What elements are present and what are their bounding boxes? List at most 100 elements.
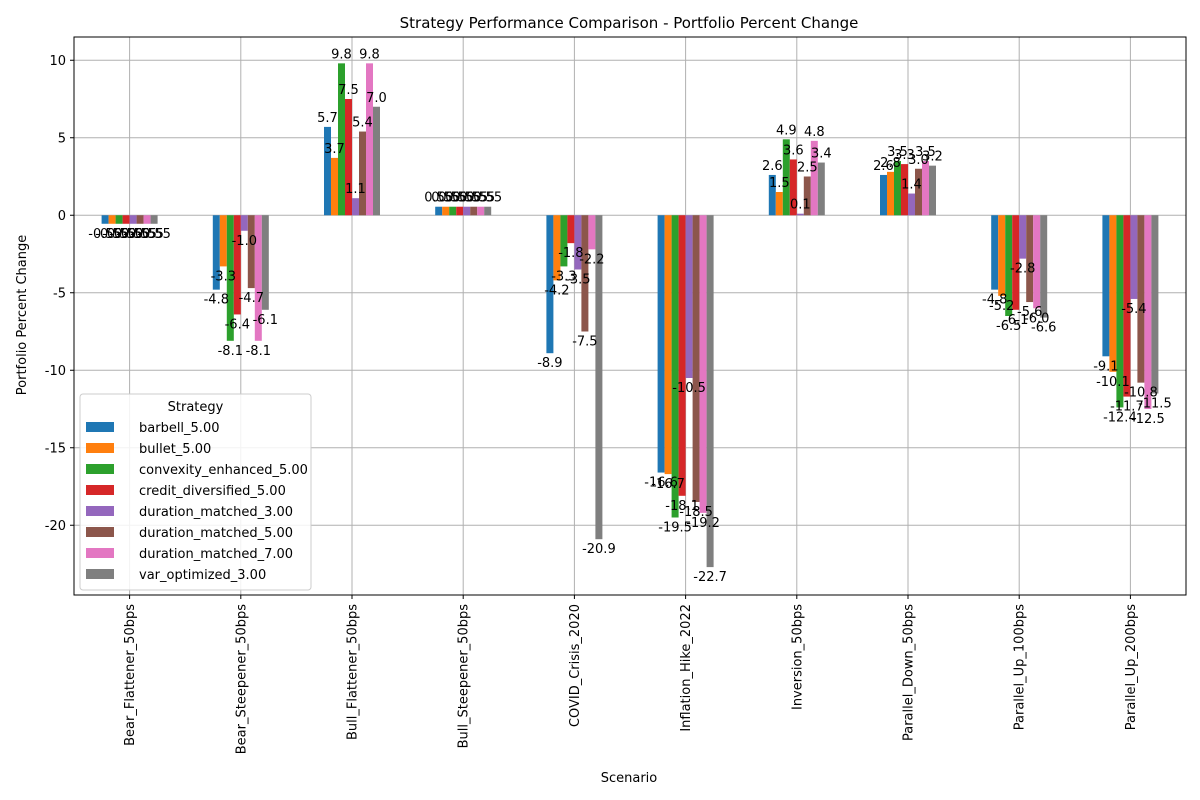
data-label: -11.7 [1110,400,1144,415]
bar-bullet_5.00-Bear_Steepener_50bps [219,215,227,267]
data-label: -10.8 [1124,386,1158,401]
bar-var_optimized_3.00-Bear_Steepener_50bps [261,215,269,310]
bar-convexity_enhanced_5.00-Parallel_Up_200bps [1116,215,1124,408]
bar-duration_matched_7.00-Bear_Flattener_50bps [143,215,151,224]
bar-bullet_5.00-Bear_Flattener_50bps [108,215,116,224]
data-label: 3.4 [811,147,832,162]
data-label: 3.5 [887,145,908,160]
bar-bullet_5.00-Inflation_Hike_2022 [664,215,672,475]
data-label: 1.4 [901,178,922,193]
bar-convexity_enhanced_5.00-Bear_Flattener_50bps [115,215,123,224]
legend-entry-credit_diversified_5.00: credit_diversified_5.00 [139,484,286,499]
bar-convexity_enhanced_5.00-Parallel_Down_50bps [894,161,901,216]
x-tick-label: Inversion_50bps [790,604,805,710]
data-label: -4.8 [204,293,229,308]
data-label: 3.6 [783,143,804,158]
bar-barbell_5.00-Inversion_50bps [768,174,776,216]
bar-var_optimized_3.00-Parallel_Up_100bps [1040,215,1048,318]
bar-barbell_5.00-Bear_Flattener_50bps [101,215,109,224]
bar-convexity_enhanced_5.00-Bear_Steepener_50bps [226,215,234,341]
data-label: 7.5 [338,83,359,98]
data-label: -5.2 [989,299,1014,314]
data-label: -2.8 [1010,262,1035,277]
bar-duration_matched_3.00-Parallel_Down_50bps [908,193,915,216]
data-label: 9.8 [359,47,380,62]
data-label: -4.2 [544,283,569,298]
legend-swatch-bullet_5.00 [86,443,114,453]
y-tick-label: 10 [49,54,66,69]
data-label: -6.4 [225,317,250,332]
bar-barbell_5.00-Parallel_Down_50bps [880,174,887,216]
data-label: -20.9 [582,542,616,557]
legend-swatch-var_optimized_3.00 [86,569,114,579]
x-tick-label: Parallel_Up_100bps [1013,604,1028,730]
bar-duration_matched_5.00-Inversion_50bps [803,176,811,216]
data-label: -19.5 [658,521,692,536]
data-label: -0.55 [95,227,129,242]
bar-bullet_5.00-COVID_Crisis_2020 [553,215,561,281]
legend-entry-bullet_5.00: bullet_5.00 [139,442,211,457]
data-label: -16.7 [651,477,685,492]
data-label: -4.8 [982,293,1007,308]
data-label: -3.3 [551,269,576,284]
data-label: -18.1 [665,499,699,514]
legend-entry-barbell_5.00: barbell_5.00 [139,421,219,436]
bar-bullet_5.00-Bull_Flattener_50bps [331,157,338,216]
bar-var_optimized_3.00-Inversion_50bps [817,162,825,216]
legend: Strategy barbell_5.00 bullet_5.00 convexity… [79,393,312,591]
legend-box [79,393,312,591]
data-label: -11.5 [1138,397,1172,412]
bar-duration_matched_5.00-Bull_Steepener_50bps [470,206,478,216]
bar-barbell_5.00-Bull_Steepener_50bps [435,206,443,216]
y-tick-label: -15 [45,441,66,456]
bar-duration_matched_3.00-Bull_Steepener_50bps [463,206,471,216]
bar-duration_matched_7.00-Bull_Flattener_50bps [366,63,373,216]
bar-bullet_5.00-Parallel_Up_200bps [1109,215,1117,372]
bar-bullet_5.00-Bull_Steepener_50bps [442,206,450,216]
legend-entry-duration_matched_5.00: duration_matched_5.00 [139,526,293,541]
y-tick-label: -20 [45,519,66,534]
legend-swatch-duration_matched_7.00 [86,548,114,558]
data-label: 3.7 [324,142,345,157]
bar-var_optimized_3.00-Bull_Steepener_50bps [484,206,492,216]
bar-credit_diversified_5.00-Inversion_50bps [789,159,797,216]
data-label: 0.55 [473,191,502,206]
data-label: -10.1 [1096,375,1130,390]
data-label: 1.5 [769,176,790,191]
data-label: -18.5 [679,505,713,520]
bar-convexity_enhanced_5.00-COVID_Crisis_2020 [560,215,568,267]
legend-swatch-duration_matched_5.00 [86,527,114,537]
bar-var_optimized_3.00-Inflation_Hike_2022 [706,215,714,568]
bar-barbell_5.00-Parallel_Up_100bps [991,215,999,290]
data-label: -0.55 [137,227,171,242]
bar-credit_diversified_5.00-COVID_Crisis_2020 [567,215,575,244]
x-tick-label: Bear_Flattener_50bps [123,604,138,746]
data-label: 2.6 [762,159,783,174]
bar-duration_matched_7.00-Bear_Steepener_50bps [254,215,262,341]
legend-entry-convexity_enhanced_5.00: convexity_enhanced_5.00 [139,463,308,478]
data-label: 4.8 [804,125,825,140]
bar-credit_diversified_5.00-Parallel_Down_50bps [901,164,908,216]
bar-barbell_5.00-Inflation_Hike_2022 [657,215,665,473]
bar-var_optimized_3.00-Parallel_Up_200bps [1151,215,1159,394]
x-tick-label: Bear_Steepener_50bps [234,604,249,754]
x-tick-label: Bull_Flattener_50bps [346,604,361,740]
data-label: 7.0 [366,91,387,106]
data-label: -0.55 [109,227,143,242]
x-tick-label: Parallel_Up_200bps [1124,604,1139,730]
data-label: -0.55 [102,227,136,242]
data-label: 0.55 [431,191,460,206]
legend-swatch-barbell_5.00 [86,422,114,432]
data-label: -6.6 [1031,321,1056,336]
data-label: -6.5 [996,319,1021,334]
data-label: -6.1 [253,313,278,328]
y-tick-label: -5 [53,286,66,301]
bar-convexity_enhanced_5.00-Inversion_50bps [782,139,790,216]
x-tick-label: Bull_Steepener_50bps [457,604,472,749]
bar-duration_matched_7.00-COVID_Crisis_2020 [588,215,596,250]
bar-duration_matched_3.00-Parallel_Up_100bps [1019,215,1027,259]
bar-bullet_5.00-Parallel_Down_50bps [887,171,894,216]
bar-duration_matched_3.00-Bear_Steepener_50bps [240,215,248,231]
bar-barbell_5.00-COVID_Crisis_2020 [546,215,554,354]
